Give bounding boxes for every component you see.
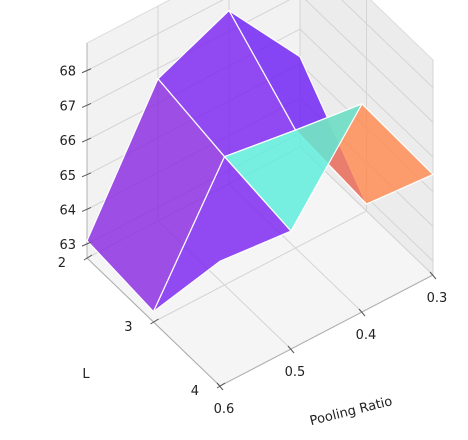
x-tick-label: 0.6 (214, 402, 235, 417)
y-tick-label: 3 (124, 320, 132, 335)
x-tick-mark (429, 271, 437, 280)
z-tick-mark (81, 68, 92, 74)
surface (86, 10, 434, 313)
z-tick-label: 66 (59, 134, 76, 149)
x-tick-mark (358, 308, 366, 317)
x-tick-label: 0.3 (427, 291, 448, 306)
y-tick-label: 4 (191, 384, 199, 399)
z-tick-mark (81, 241, 92, 247)
x-tick-label: 0.4 (356, 328, 377, 343)
z-tick-mark (81, 206, 92, 212)
x-axis-line (219, 274, 434, 387)
tick-labels: 63 64 65 66 67 68 2 3 4 0.3 0.4 0.5 0.6 (58, 65, 448, 417)
z-tick-mark (81, 172, 92, 178)
z-tick-label: 63 (59, 238, 76, 253)
z-tick-mark (81, 102, 92, 108)
x-tick-mark (287, 345, 295, 354)
surface-cell-1-2 (152, 156, 292, 313)
y-tick-mark (83, 254, 93, 261)
z-tick-label: 67 (59, 99, 76, 114)
z-tick-label: 64 (59, 203, 76, 218)
x-axis-label: Pooling Ratio (308, 394, 394, 429)
x-tick-label: 0.5 (285, 365, 306, 380)
x-tick-mark (216, 382, 224, 391)
y-tick-label: 2 (58, 256, 66, 271)
z-tick-mark (81, 137, 92, 143)
y-gridline (153, 0, 367, 323)
y-tick-mark (150, 318, 159, 325)
z-tick-label: 65 (59, 169, 76, 184)
y-axis-label: L (82, 367, 90, 382)
y-tick-mark (216, 382, 226, 389)
z-tick-label: 68 (59, 65, 76, 80)
